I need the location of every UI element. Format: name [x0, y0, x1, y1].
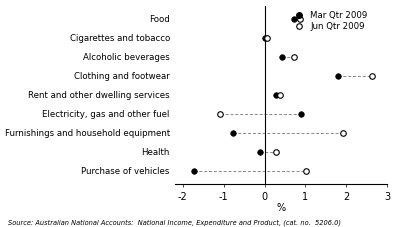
Legend: Mar Qtr 2009, Jun Qtr 2009: Mar Qtr 2009, Jun Qtr 2009 — [289, 10, 368, 32]
X-axis label: %: % — [276, 203, 285, 213]
Text: Source: Australian National Accounts:  National Income, Expenditure and Product,: Source: Australian National Accounts: Na… — [8, 219, 341, 226]
